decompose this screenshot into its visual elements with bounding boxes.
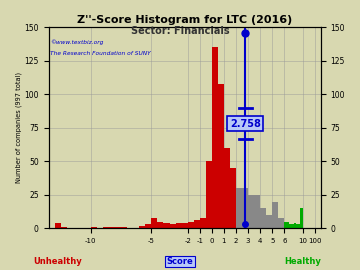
Bar: [300, 208, 303, 228]
Bar: [55, 223, 60, 228]
Bar: [289, 224, 291, 228]
Bar: [287, 222, 289, 228]
Bar: [91, 227, 97, 228]
Bar: [176, 223, 181, 228]
Y-axis label: Number of companies (997 total): Number of companies (997 total): [15, 72, 22, 183]
Bar: [151, 218, 157, 228]
Bar: [163, 223, 170, 228]
Bar: [230, 168, 236, 228]
Bar: [260, 208, 266, 228]
Text: Score: Score: [167, 257, 193, 266]
Bar: [278, 218, 284, 228]
Bar: [212, 47, 218, 228]
Bar: [121, 227, 127, 228]
Bar: [188, 222, 194, 228]
Bar: [157, 222, 163, 228]
Text: ©www.textbiz.org: ©www.textbiz.org: [50, 39, 103, 45]
Bar: [242, 188, 248, 228]
Bar: [266, 215, 273, 228]
Bar: [181, 223, 188, 228]
Title: Z''-Score Histogram for LTC (2016): Z''-Score Histogram for LTC (2016): [77, 15, 292, 25]
Bar: [236, 188, 242, 228]
Bar: [248, 195, 254, 228]
Bar: [273, 202, 278, 228]
Bar: [60, 227, 67, 228]
Text: Sector: Financials: Sector: Financials: [131, 26, 229, 36]
Bar: [200, 218, 206, 228]
Bar: [298, 224, 300, 228]
Text: The Research Foundation of SUNY: The Research Foundation of SUNY: [50, 51, 150, 56]
Bar: [284, 222, 287, 228]
Bar: [224, 148, 230, 228]
Bar: [115, 227, 121, 228]
Bar: [206, 161, 212, 228]
Bar: [139, 226, 145, 228]
Bar: [145, 224, 151, 228]
Bar: [293, 223, 296, 228]
Bar: [254, 195, 260, 228]
Text: Unhealthy: Unhealthy: [33, 257, 82, 266]
Text: 2.758: 2.758: [230, 119, 261, 129]
Bar: [218, 83, 224, 228]
Text: Healthy: Healthy: [284, 257, 321, 266]
Bar: [296, 224, 298, 228]
Bar: [170, 224, 176, 228]
Bar: [194, 220, 200, 228]
Bar: [109, 227, 115, 228]
Bar: [103, 227, 109, 228]
Bar: [291, 224, 293, 228]
